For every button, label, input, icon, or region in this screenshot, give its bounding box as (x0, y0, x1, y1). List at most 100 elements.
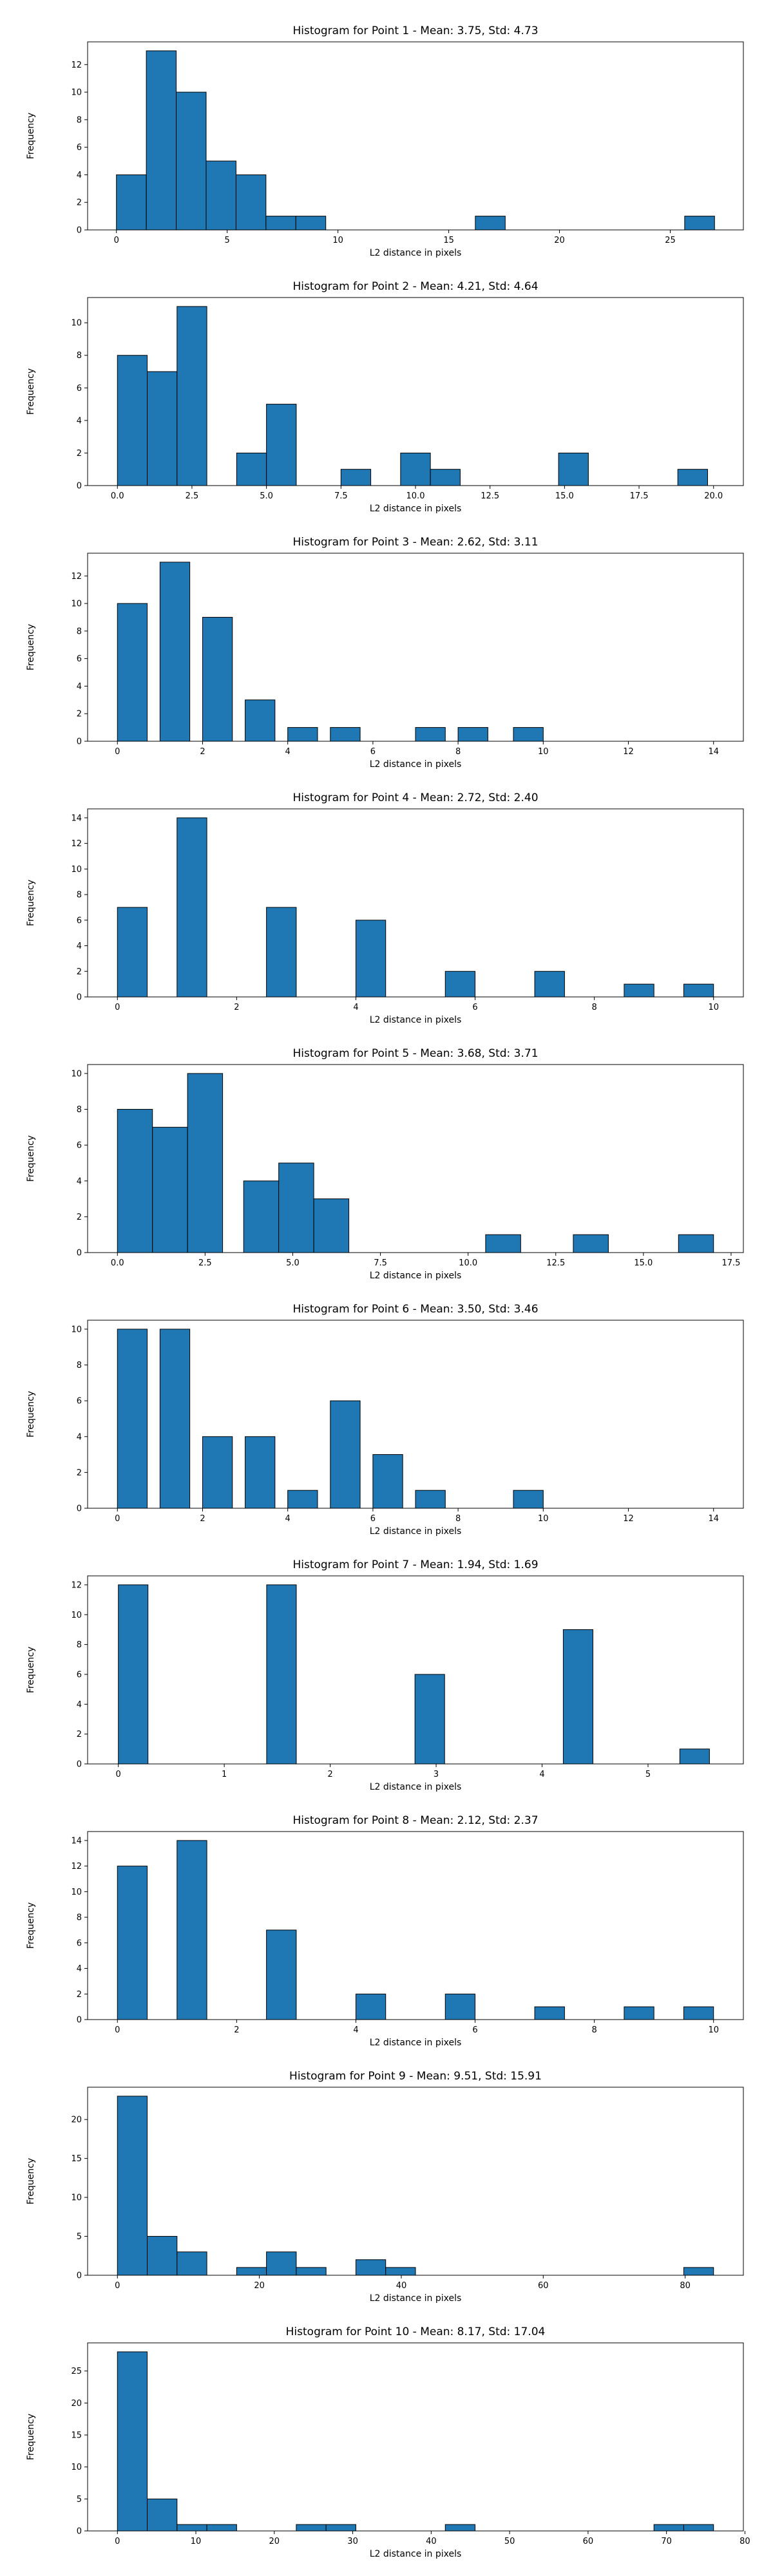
plot-frame (87, 808, 744, 998)
y-tick-label: 12 (71, 839, 82, 849)
histogram-bar (177, 306, 207, 486)
histogram-bar (287, 727, 318, 742)
x-tick-label: 0 (115, 2537, 120, 2546)
y-tick-label: 0 (77, 1249, 82, 1258)
histogram-bar (624, 2006, 654, 2020)
y-axis-label: Frequency (26, 1902, 36, 1949)
x-tick-label: 8 (455, 1514, 461, 1524)
x-tick-label: 7.5 (334, 491, 348, 501)
histogram-bar (684, 216, 715, 231)
x-tick-label: 2.5 (198, 1258, 212, 1268)
histogram-bar (205, 160, 236, 231)
x-axis-label: L2 distance in pixels (370, 1782, 462, 1792)
x-tick-label: 5.0 (260, 491, 273, 501)
y-tick-label: 10 (71, 1069, 82, 1079)
histogram-bar (117, 1109, 153, 1253)
x-tick-label: 14 (708, 747, 719, 757)
histogram-bar (265, 216, 296, 231)
x-tick-label: 2 (327, 1770, 332, 1779)
histogram-bar (355, 920, 386, 998)
y-axis-label: Frequency (26, 368, 36, 415)
y-tick-label: 0 (77, 2527, 82, 2537)
histogram-bar (159, 562, 191, 742)
x-tick-label: 80 (680, 2281, 691, 2291)
histogram-bar (266, 1584, 297, 1765)
x-tick-label: 25 (665, 236, 676, 245)
y-axis-label: Frequency (26, 624, 36, 670)
histogram-bar (152, 1126, 188, 1253)
plot-frame (87, 1320, 744, 1509)
x-tick-label: 2 (200, 1514, 205, 1524)
x-tick-label: 6 (472, 2025, 477, 2035)
x-tick-label: 0 (115, 1514, 120, 1524)
y-tick-label: 5 (77, 2232, 82, 2242)
histogram-bar (573, 1234, 609, 1253)
y-tick-label: 0 (77, 1504, 82, 1514)
histogram-bar (562, 1629, 593, 1765)
y-axis-label: Frequency (26, 1135, 36, 1182)
x-tick-label: 10 (538, 1514, 549, 1524)
x-tick-label: 17.5 (630, 491, 649, 501)
y-tick-label: 8 (77, 115, 82, 125)
chart-title: Histogram for Point 8 - Mean: 2.12, Std:… (292, 1814, 538, 1827)
x-tick-label: 12 (623, 1514, 634, 1524)
histogram-bar (313, 1198, 350, 1253)
histogram-bar (117, 1329, 148, 1509)
y-tick-label: 10 (71, 600, 82, 609)
histogram-bar (624, 983, 654, 998)
plot-frame (87, 1575, 744, 1765)
x-axis-label: L2 distance in pixels (370, 1526, 462, 1537)
x-tick-label: 10.0 (459, 1258, 477, 1268)
plot-frame (87, 553, 744, 742)
y-tick-label: 6 (77, 1141, 82, 1151)
histogram-bar (678, 1234, 714, 1253)
y-tick-label: 6 (77, 384, 82, 393)
histogram-bar (147, 371, 178, 486)
x-tick-label: 4 (539, 1770, 544, 1779)
chart-title: Histogram for Point 7 - Mean: 1.94, Std:… (292, 1558, 538, 1571)
histogram-bar (415, 727, 446, 742)
y-tick-label: 4 (77, 1177, 82, 1186)
x-tick-label: 12 (623, 747, 634, 757)
histogram-bar (325, 2524, 356, 2532)
y-axis-label: Frequency (26, 880, 36, 926)
x-tick-label: 17.5 (721, 1258, 740, 1268)
y-axis-label: Frequency (26, 1647, 36, 1693)
x-tick-label: 0 (114, 236, 119, 245)
histogram-bar (296, 2267, 327, 2276)
x-tick-label: 15 (443, 236, 454, 245)
y-tick-label: 12 (71, 1580, 82, 1590)
y-tick-label: 0 (77, 2271, 82, 2281)
histogram-bar (117, 2096, 148, 2276)
x-tick-label: 20.0 (704, 491, 723, 501)
x-axis-label: L2 distance in pixels (370, 1271, 462, 1281)
histogram-bar (330, 727, 361, 742)
histogram-bar (295, 216, 327, 231)
y-tick-label: 2 (77, 449, 82, 459)
y-tick-label: 15 (71, 2154, 82, 2164)
y-tick-label: 10 (71, 2193, 82, 2203)
x-tick-label: 70 (661, 2537, 672, 2546)
histogram-bar (117, 1866, 148, 2020)
x-tick-label: 6 (370, 1514, 376, 1524)
y-tick-label: 0 (77, 1760, 82, 1770)
histogram-bar (147, 2498, 178, 2532)
y-tick-label: 2 (77, 710, 82, 719)
histogram-bar (677, 469, 708, 486)
chart-title: Histogram for Point 10 - Mean: 8.17, Std… (286, 2325, 546, 2338)
y-tick-label: 0 (77, 226, 82, 236)
y-tick-label: 6 (77, 916, 82, 925)
y-tick-label: 8 (77, 891, 82, 900)
histogram-bar (414, 1674, 445, 1765)
x-tick-label: 10 (538, 747, 549, 757)
histogram-bar (558, 452, 589, 486)
chart-title: Histogram for Point 3 - Mean: 2.62, Std:… (292, 536, 538, 549)
x-tick-label: 20 (554, 236, 565, 245)
histogram-bar (159, 1329, 191, 1509)
y-tick-label: 6 (77, 1397, 82, 1406)
histogram-bar (236, 2267, 267, 2276)
x-tick-label: 15.0 (634, 1258, 653, 1268)
histogram-bar (266, 907, 297, 998)
y-tick-label: 6 (77, 654, 82, 664)
x-tick-label: 10 (708, 1003, 719, 1012)
